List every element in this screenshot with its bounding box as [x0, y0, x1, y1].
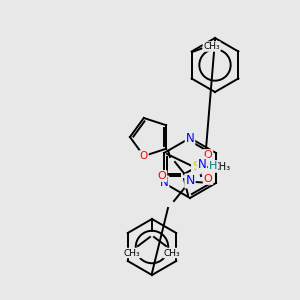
Text: N: N — [186, 131, 194, 145]
Text: O: O — [140, 151, 148, 161]
Text: CH₃: CH₃ — [124, 248, 140, 257]
Text: N: N — [185, 175, 195, 188]
Text: O: O — [158, 171, 166, 181]
Text: O: O — [204, 174, 212, 184]
Text: S: S — [192, 160, 200, 173]
Text: CH₃: CH₃ — [164, 248, 180, 257]
Text: N: N — [160, 176, 168, 190]
Text: H: H — [209, 161, 217, 171]
Text: CH₃: CH₃ — [213, 162, 231, 172]
Text: O: O — [204, 150, 212, 160]
Text: N: N — [198, 158, 206, 170]
Text: CH₃: CH₃ — [203, 42, 220, 51]
